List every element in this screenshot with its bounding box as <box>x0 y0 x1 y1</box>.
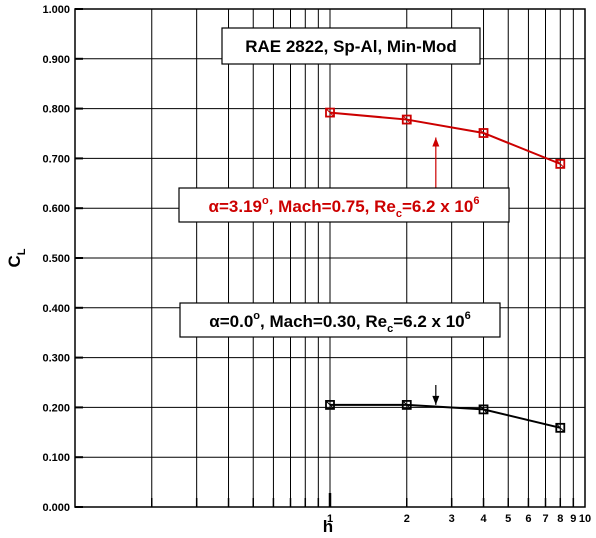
series-2-marker <box>401 400 412 410</box>
annotation-text: α=0.0o, Mach=0.30, Rec=6.2 x 106 <box>209 310 470 335</box>
x-tick-label: 3 <box>449 513 455 525</box>
annotation-alpha-part: α=3.19 <box>209 197 262 216</box>
series-2-marker <box>555 422 566 433</box>
x-tick-label: 5 <box>505 513 511 525</box>
series-1-marker <box>401 114 412 125</box>
annotation-mach-part: , Mach=0.30, Re <box>260 312 387 331</box>
series-1-marker-cross <box>402 115 412 124</box>
annotation-alpha-part: α=0.0 <box>209 312 253 331</box>
x-tick-label: 4 <box>480 513 487 525</box>
annotation-box <box>178 187 510 223</box>
annotation-re-sup: 6 <box>465 310 471 322</box>
x-tick-label: 2 <box>404 513 410 525</box>
y-tick-label: 0.100 <box>42 452 70 464</box>
title-box: RAE 2822, Sp-Al, Min-Mod <box>221 27 481 65</box>
annotation-alpha-sup: o <box>253 310 260 322</box>
series-2-marker-cross <box>479 405 488 414</box>
y-tick-label: 0.900 <box>42 54 70 66</box>
series-1-marker-cross <box>325 108 335 117</box>
x-tick-label: 8 <box>557 513 563 525</box>
y-tick-label: 0.300 <box>42 353 70 365</box>
y-tick-label: 0.700 <box>42 153 70 165</box>
annotation-re-sub: c <box>387 323 393 335</box>
annotation-box <box>179 302 501 338</box>
y-tick-label: 0.500 <box>42 253 70 265</box>
tick-labels: 0.000 0.100 0.200 0.300 0.400 0.500 0.600 0.700… <box>42 4 591 525</box>
y-tick-label: 0.200 <box>42 402 70 414</box>
annotation-alpha-sup: o <box>262 195 269 207</box>
series-2-marker <box>325 400 335 410</box>
series-2-marker-cross <box>402 400 412 410</box>
series-1-marker-cross <box>555 159 565 169</box>
y-axis-label-main: C <box>5 255 24 267</box>
grid <box>75 8 585 508</box>
series-1-marker <box>325 107 335 118</box>
annotation-re-sub: c <box>396 208 402 220</box>
y-tick-label: 0.600 <box>42 203 70 215</box>
annotation-re-value: =6.2 x 10 <box>402 197 473 216</box>
series-2-marker <box>478 404 489 415</box>
series-line-1 <box>329 111 561 165</box>
y-axis-label-sub: L <box>16 248 28 255</box>
arrow-head-icon <box>432 395 440 405</box>
x-tick-label: 1 <box>327 513 333 525</box>
series-1-marker-cross <box>479 128 488 138</box>
series-1-marker <box>478 128 489 138</box>
y-tick-label: 0.800 <box>42 104 70 116</box>
chart-title: RAE 2822, Sp-Al, Min-Mod <box>245 37 457 56</box>
y-tick-label: 1.000 <box>42 4 70 16</box>
series-line-2 <box>330 403 561 429</box>
tick-marks <box>75 8 575 508</box>
annotation-1: α=3.19o, Mach=0.75, Rec=6.2 x 106 <box>178 137 510 223</box>
x-tick-label: 10 <box>579 513 591 525</box>
x-tick-label: 9 <box>570 513 576 525</box>
y-axis-label: CL <box>5 248 28 267</box>
series-2-marker-cross <box>555 423 565 433</box>
annotation-text: α=3.19o, Mach=0.75, Rec=6.2 x 106 <box>209 195 480 220</box>
arrow-head-icon <box>432 137 440 147</box>
series <box>325 107 566 433</box>
y-tick-label: 0.000 <box>42 502 70 514</box>
annotation-re-value: =6.2 x 10 <box>393 312 464 331</box>
annotation-mach-part: , Mach=0.75, Re <box>269 197 396 216</box>
annotation-re-sup: 6 <box>473 195 479 207</box>
x-axis-label: h <box>323 517 333 536</box>
annotations: α=3.19o, Mach=0.75, Rec=6.2 x 106α=0.0o,… <box>178 137 510 405</box>
annotation-2: α=0.0o, Mach=0.30, Rec=6.2 x 106 <box>179 302 501 405</box>
x-tick-label: 7 <box>542 513 548 525</box>
x-tick-label: 6 <box>525 513 531 525</box>
series-2-marker-cross <box>325 400 335 410</box>
series-1-marker <box>555 158 566 169</box>
y-tick-label: 0.400 <box>42 303 70 315</box>
